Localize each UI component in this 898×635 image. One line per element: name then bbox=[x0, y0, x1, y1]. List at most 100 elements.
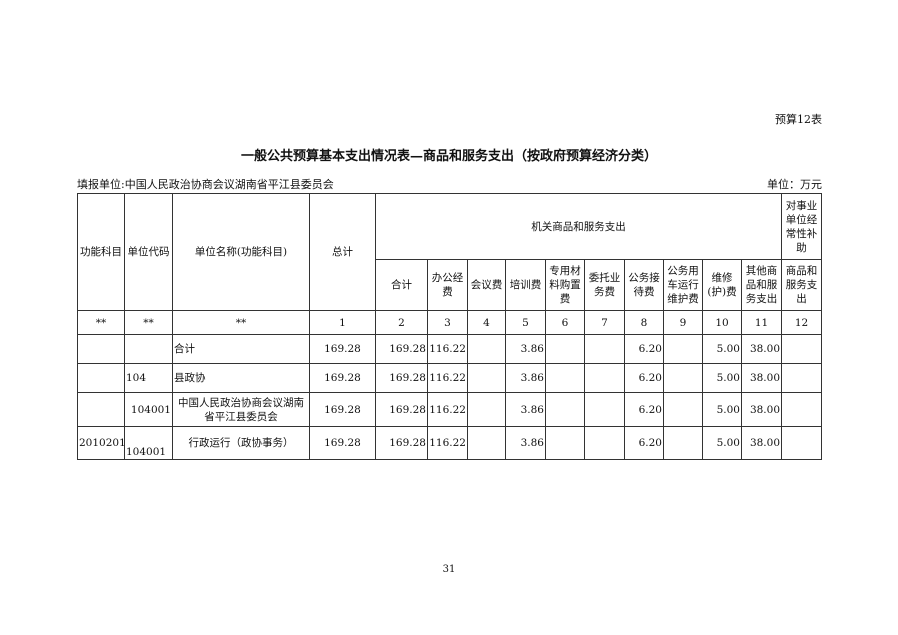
value-cell: 38.00 bbox=[741, 334, 782, 364]
index-cell: 3 bbox=[427, 310, 468, 335]
index-cell: 4 bbox=[467, 310, 506, 335]
expenditure-table: 功能科目 单位代码 单位名称(功能科目) 总计 机关商品和服务支出 对事业单位经… bbox=[77, 193, 822, 460]
value-cell: 5.00 bbox=[702, 334, 742, 364]
value-cell: 169.28 bbox=[375, 426, 428, 460]
index-cell: 11 bbox=[741, 310, 782, 335]
filling-unit: 填报单位:中国人民政治协商会议湖南省平江县委员会 bbox=[77, 178, 334, 191]
subheader-cell: 公务用车运行维护费 bbox=[663, 259, 703, 311]
value-cell: 6.20 bbox=[624, 426, 664, 460]
value-cell bbox=[663, 392, 703, 427]
func-cell: 2010201 bbox=[77, 426, 125, 460]
value-cell bbox=[584, 363, 625, 393]
name-cell: 县政协 bbox=[172, 363, 310, 393]
table-number: 预算12表 bbox=[775, 113, 822, 126]
subheader-cell: 其他商品和服务支出 bbox=[741, 259, 782, 311]
index-cell: 6 bbox=[545, 310, 585, 335]
code-cell: 104001 bbox=[124, 392, 173, 427]
value-cell: 3.86 bbox=[505, 392, 546, 427]
index-cell: 5 bbox=[505, 310, 546, 335]
value-cell bbox=[467, 363, 506, 393]
table-row: 合计 169.28 169.28 116.22 3.86 6.20 5.00 38.00 bbox=[77, 334, 822, 364]
subheader-cell: 公务接待费 bbox=[624, 259, 664, 311]
name-cell: 合计 bbox=[172, 334, 310, 364]
value-cell bbox=[545, 426, 585, 460]
subheader-cell: 办公经费 bbox=[427, 259, 468, 311]
code-cell: 104 bbox=[124, 363, 173, 393]
value-cell bbox=[781, 363, 822, 393]
value-cell bbox=[663, 426, 703, 460]
index-cell: ** bbox=[77, 310, 125, 335]
index-cell: ** bbox=[124, 310, 173, 335]
value-cell bbox=[781, 334, 822, 364]
value-cell: 169.28 bbox=[375, 363, 428, 393]
subheader-cell: 委托业务费 bbox=[584, 259, 625, 311]
name-cell: 行政运行（政协事务） bbox=[172, 426, 310, 460]
value-cell: 169.28 bbox=[309, 426, 376, 460]
value-cell bbox=[545, 392, 585, 427]
value-cell bbox=[545, 334, 585, 364]
value-cell bbox=[781, 426, 822, 460]
value-cell: 116.22 bbox=[427, 334, 468, 364]
func-cell bbox=[77, 334, 125, 364]
index-cell: 10 bbox=[702, 310, 742, 335]
value-cell bbox=[584, 426, 625, 460]
code-cell: 104001 bbox=[124, 426, 173, 460]
value-cell: 6.20 bbox=[624, 392, 664, 427]
index-cell: ** bbox=[172, 310, 310, 335]
subheader-cell: 合计 bbox=[375, 259, 428, 311]
index-cell: 9 bbox=[663, 310, 703, 335]
value-cell bbox=[781, 392, 822, 427]
index-cell: 12 bbox=[781, 310, 822, 335]
table-row: 104 县政协 169.28 169.28 116.22 3.86 6.20 5.00 38.0… bbox=[77, 363, 822, 393]
table-row: 104001 中国人民政治协商会议湖南省平江县委员会 169.28 169.28 116… bbox=[77, 392, 822, 427]
value-cell: 116.22 bbox=[427, 392, 468, 427]
value-cell bbox=[467, 392, 506, 427]
value-cell: 169.28 bbox=[309, 334, 376, 364]
page-number: 31 bbox=[442, 564, 456, 575]
value-cell bbox=[584, 392, 625, 427]
value-cell bbox=[663, 334, 703, 364]
code-cell bbox=[124, 334, 173, 364]
func-cell bbox=[77, 392, 125, 427]
value-cell: 116.22 bbox=[427, 426, 468, 460]
value-cell bbox=[467, 334, 506, 364]
value-cell: 5.00 bbox=[702, 392, 742, 427]
value-cell: 169.28 bbox=[375, 392, 428, 427]
value-cell: 38.00 bbox=[741, 363, 782, 393]
value-cell: 3.86 bbox=[505, 426, 546, 460]
name-cell: 中国人民政治协商会议湖南省平江县委员会 bbox=[172, 392, 310, 427]
value-cell: 38.00 bbox=[741, 392, 782, 427]
value-cell bbox=[467, 426, 506, 460]
header-func: 功能科目 bbox=[77, 193, 125, 311]
header-code: 单位代码 bbox=[124, 193, 173, 311]
value-cell: 38.00 bbox=[741, 426, 782, 460]
header-group: 机关商品和服务支出 bbox=[375, 193, 782, 260]
value-cell: 6.20 bbox=[624, 363, 664, 393]
table-row: 2010201 104001 行政运行（政协事务） 169.28 169.28 116.2… bbox=[77, 426, 822, 460]
index-cell: 1 bbox=[309, 310, 376, 335]
value-cell: 3.86 bbox=[505, 334, 546, 364]
currency-unit: 单位：万元 bbox=[767, 178, 822, 191]
header-subsidy: 对事业单位经常性补助 bbox=[781, 193, 822, 260]
value-cell: 169.28 bbox=[309, 392, 376, 427]
value-cell bbox=[663, 363, 703, 393]
value-cell: 116.22 bbox=[427, 363, 468, 393]
value-cell bbox=[545, 363, 585, 393]
func-cell bbox=[77, 363, 125, 393]
subheader-cell: 专用材料购置费 bbox=[545, 259, 585, 311]
value-cell: 5.00 bbox=[702, 426, 742, 460]
subheader-cell: 会议费 bbox=[467, 259, 506, 311]
index-cell: 7 bbox=[584, 310, 625, 335]
page-title: 一般公共预算基本支出情况表—商品和服务支出（按政府预算经济分类） bbox=[240, 149, 657, 164]
index-cell: 8 bbox=[624, 310, 664, 335]
value-cell: 6.20 bbox=[624, 334, 664, 364]
subheader-cell: 培训费 bbox=[505, 259, 546, 311]
header-name: 单位名称(功能科目) bbox=[172, 193, 310, 311]
value-cell bbox=[584, 334, 625, 364]
subheader-cell: 商品和服务支出 bbox=[781, 259, 822, 311]
value-cell: 169.28 bbox=[375, 334, 428, 364]
value-cell: 169.28 bbox=[309, 363, 376, 393]
subheader-cell: 维修(护)费 bbox=[702, 259, 742, 311]
value-cell: 3.86 bbox=[505, 363, 546, 393]
